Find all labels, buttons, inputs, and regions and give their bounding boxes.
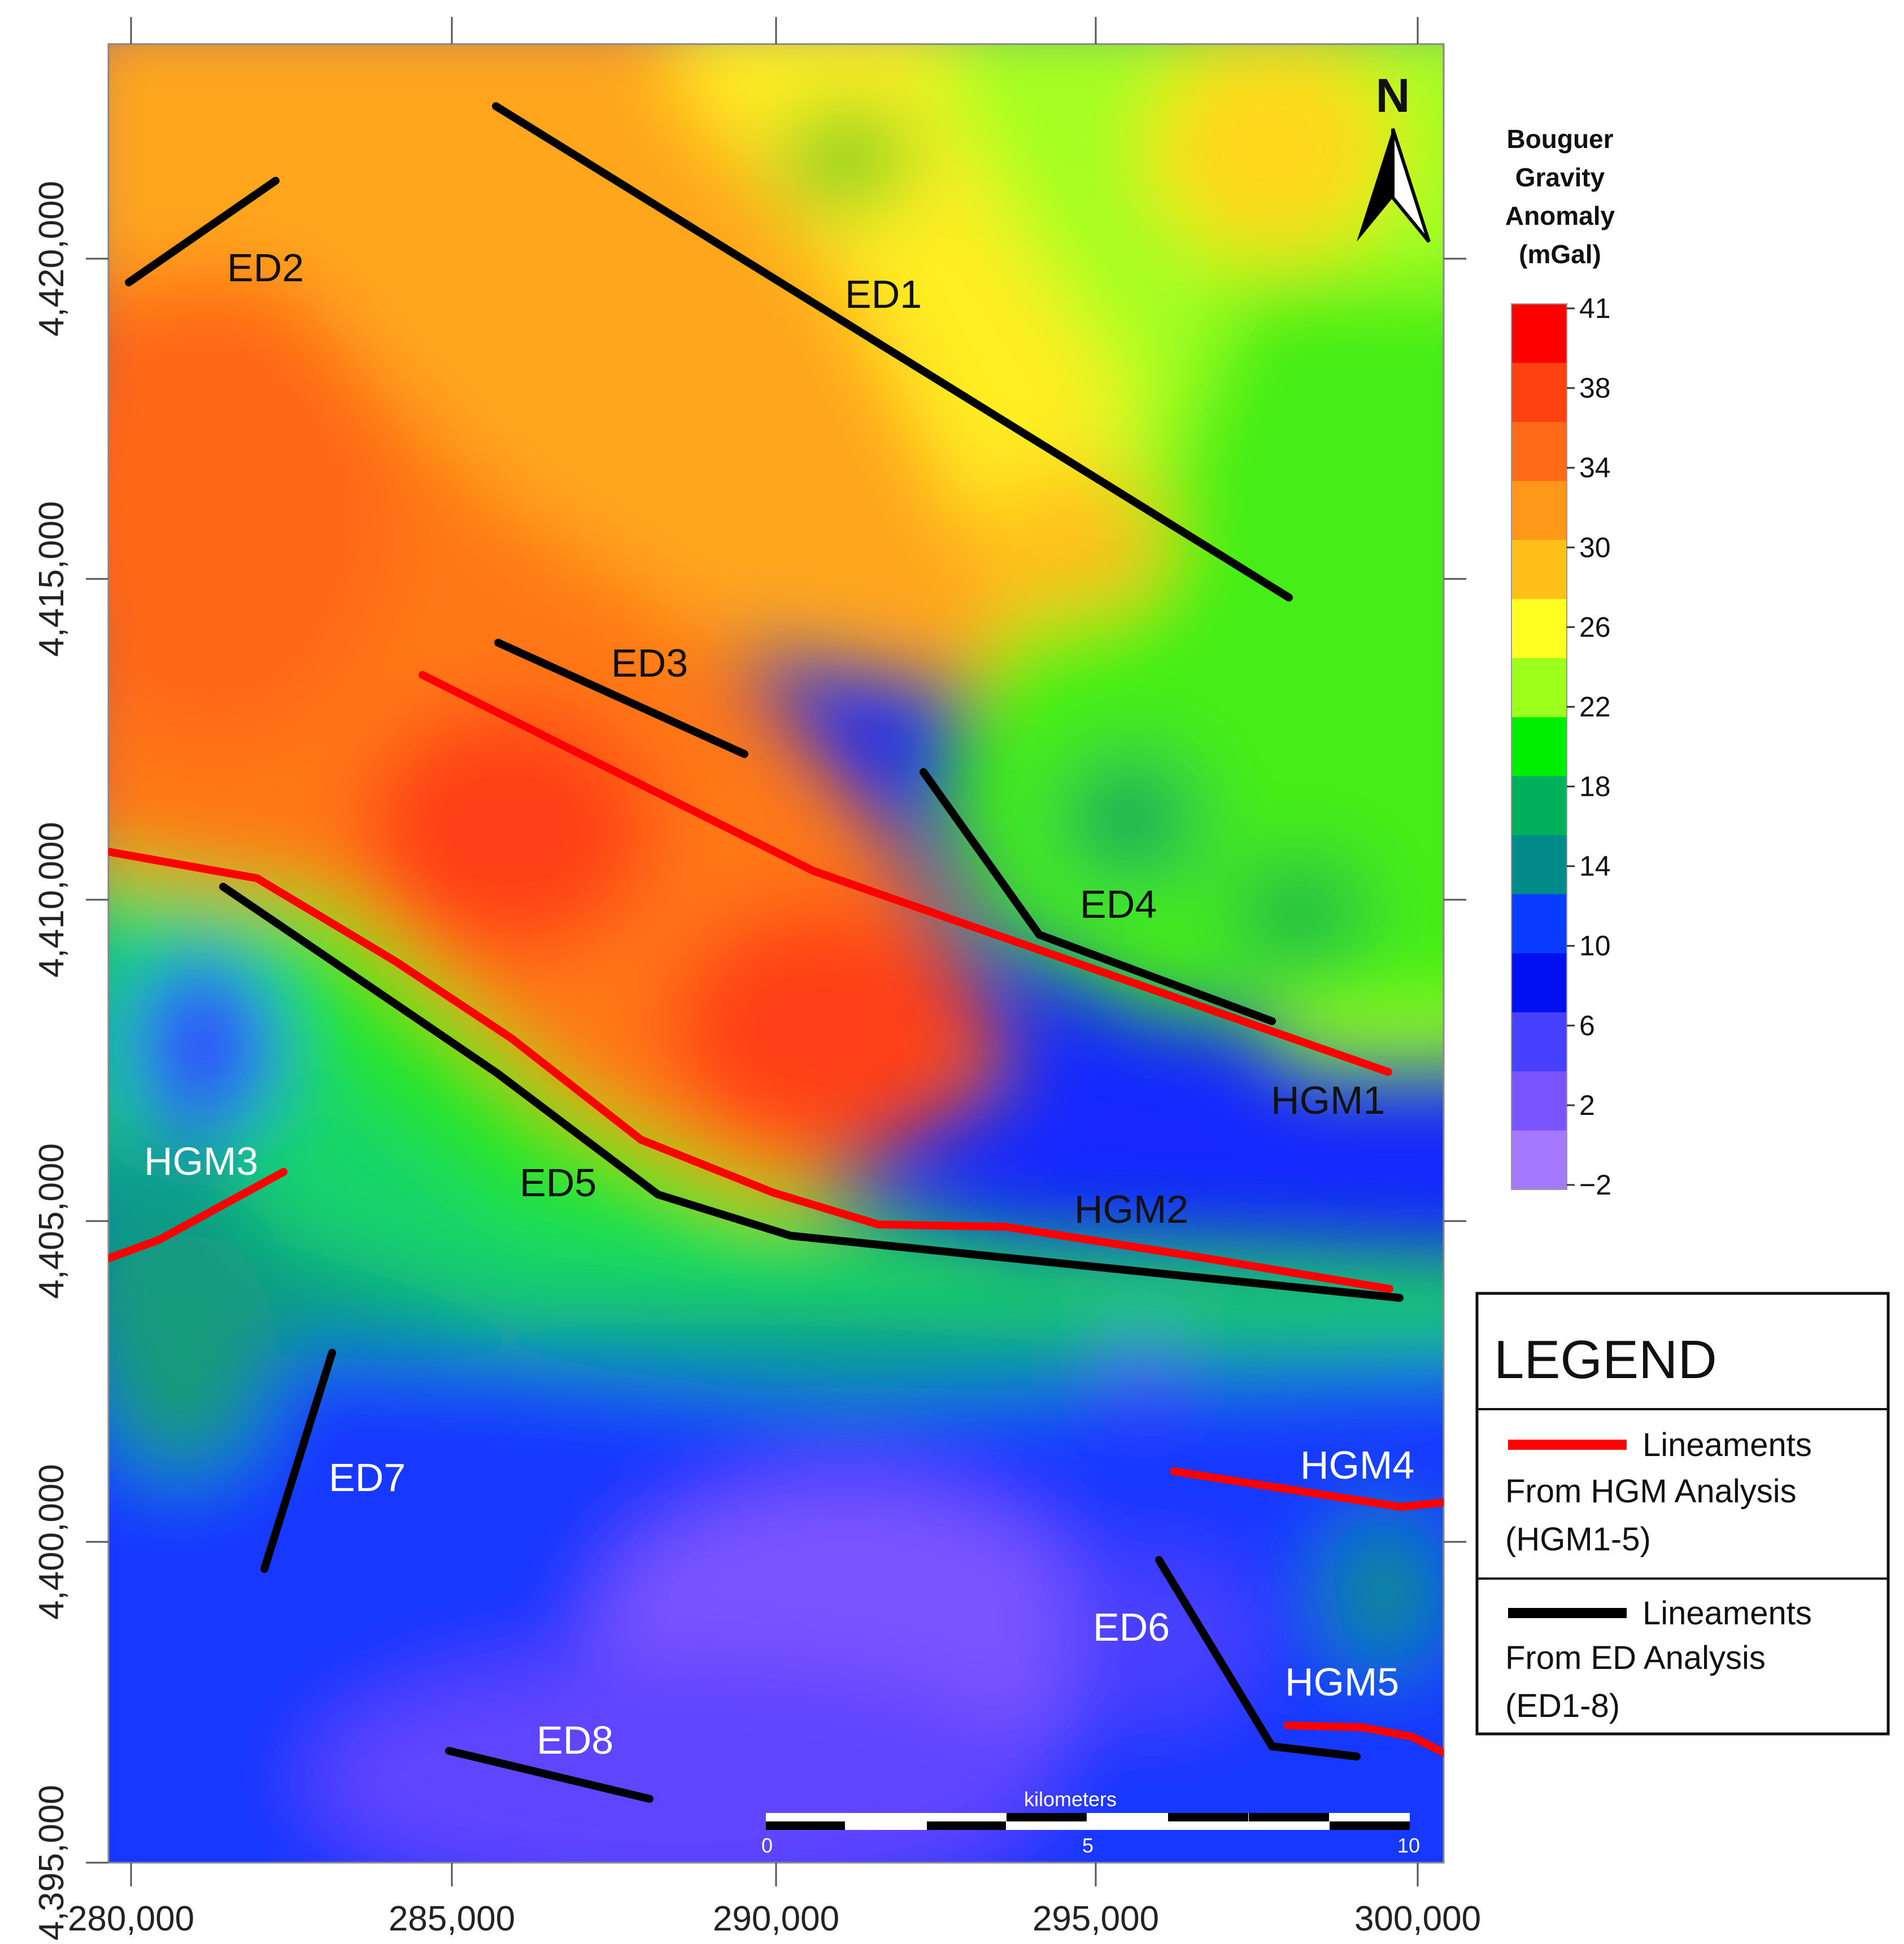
y-tick-label: 4,405,000	[32, 1143, 71, 1299]
ed7-label: ED7	[329, 1455, 406, 1500]
y-tick-label: 4,420,000	[32, 181, 71, 337]
scale-unit: kilometers	[1024, 1788, 1117, 1811]
anomaly-surface	[108, 44, 1444, 1863]
x-tick-label: 290,000	[713, 1899, 839, 1938]
hgm2-line	[108, 848, 1393, 1293]
colorbar-swatch	[1511, 835, 1567, 895]
scale-label: 5	[1082, 1834, 1093, 1857]
hgm1-label: HGM1	[1271, 1078, 1385, 1122]
legend-ed-line1: Lineaments	[1642, 1595, 1812, 1632]
ed8-line	[445, 1747, 653, 1803]
ed3-line	[494, 639, 748, 758]
north-arrow: N	[1357, 69, 1431, 243]
colorbar-swatch	[1511, 658, 1567, 718]
hgm4-label: HGM4	[1300, 1443, 1414, 1487]
ed2-line	[125, 177, 280, 286]
x-tick-label: 285,000	[389, 1899, 515, 1938]
legend-title: LEGEND	[1494, 1330, 1717, 1390]
hgm3-line	[108, 1168, 287, 1262]
colorbar-tick-label: 41	[1579, 293, 1611, 324]
colorbar-tick-label: 38	[1579, 372, 1611, 404]
colorbar-swatch	[1511, 363, 1567, 423]
north-arrow-icon	[1357, 129, 1393, 242]
colorbar-swatch	[1511, 894, 1567, 954]
legend-ed-line3: (ED1-8)	[1505, 1688, 1620, 1724]
colorbar-swatch	[1511, 599, 1567, 659]
hgm1-line	[419, 671, 1392, 1076]
colorbar-swatch	[1511, 1130, 1567, 1190]
scale-label: 0	[761, 1834, 773, 1857]
ed6-label: ED6	[1093, 1605, 1170, 1649]
x-tick-label: 300,000	[1354, 1899, 1481, 1938]
ed5-label: ED5	[520, 1161, 596, 1205]
legend-hgm-line3: (HGM1-5)	[1505, 1521, 1651, 1558]
ed3-label: ED3	[611, 641, 688, 685]
ed5-line	[219, 883, 1404, 1302]
legend: LEGEND Lineaments From HGM Analysis (HGM…	[1475, 1292, 1890, 1736]
scale-bar: kilometers 0 5 10	[761, 1788, 1420, 1857]
colorbar-tick-label: 30	[1579, 531, 1611, 563]
colorbar-swatch	[1511, 540, 1567, 600]
colorbar: Bouguer Gravity Anomaly (mGal) 41 38 34 30 2…	[1505, 124, 1615, 1201]
colorbar-tick-label: 10	[1579, 930, 1611, 962]
north-label: N	[1376, 69, 1410, 122]
colorbar-tick-label: 2	[1579, 1089, 1595, 1121]
colorbar-swatch	[1511, 953, 1567, 1013]
ed1-label: ED1	[845, 272, 922, 316]
hgm4-line	[1170, 1467, 1444, 1511]
y-tick-label: 4,400,000	[32, 1464, 71, 1620]
ed2-label: ED2	[227, 246, 304, 290]
ed4-label: ED4	[1080, 882, 1157, 926]
colorbar-swatch	[1511, 717, 1567, 777]
hgm2-label: HGM2	[1074, 1187, 1188, 1231]
hgm5-label: HGM5	[1285, 1660, 1399, 1704]
y-tick-label: 4,395,000	[32, 1785, 71, 1941]
y-tick-label: 4,410,000	[32, 822, 71, 978]
ed4-line	[920, 768, 1276, 1025]
colorbar-swatch	[1511, 422, 1567, 482]
colorbar-tick-label: 22	[1579, 691, 1611, 722]
legend-hgm-line1: Lineaments	[1642, 1427, 1812, 1463]
colorbar-tick-label: 6	[1579, 1010, 1595, 1041]
ed7-line	[260, 1349, 336, 1573]
y-tick-label: 4,415,000	[32, 501, 71, 657]
colorbar-title-line: Gravity	[1515, 163, 1605, 192]
colorbar-title-line: (mGal)	[1519, 239, 1601, 269]
colorbar-swatch	[1511, 776, 1567, 836]
colorbar-tick-label: −2	[1579, 1169, 1611, 1201]
colorbar-tick-label: 34	[1579, 452, 1611, 483]
hgm3-label: HGM3	[144, 1139, 258, 1183]
ed8-label: ED8	[537, 1718, 613, 1762]
colorbar-tick-label: 26	[1579, 611, 1611, 643]
x-tick-label: 295,000	[1032, 1899, 1159, 1938]
colorbar-swatch	[1511, 1012, 1567, 1072]
colorbar-swatch	[1511, 304, 1567, 364]
axis-ticks	[86, 17, 1466, 1886]
colorbar-swatch	[1511, 481, 1567, 541]
colorbar-title-line: Bouguer	[1506, 124, 1613, 154]
colorbar-swatch	[1511, 1071, 1567, 1131]
legend-hgm-line2: From HGM Analysis	[1505, 1473, 1797, 1510]
ed1-line	[492, 102, 1293, 601]
colorbar-tick-label: 14	[1579, 851, 1611, 882]
hgm5-line	[1284, 1721, 1444, 1757]
colorbar-title-line: Anomaly	[1505, 201, 1615, 230]
colorbar-tick-label: 18	[1579, 771, 1611, 803]
x-tick-label: 280,000	[68, 1899, 194, 1938]
scale-label: 10	[1397, 1834, 1420, 1857]
legend-ed-line2: From ED Analysis	[1505, 1640, 1766, 1676]
ed6-line	[1155, 1556, 1361, 1760]
